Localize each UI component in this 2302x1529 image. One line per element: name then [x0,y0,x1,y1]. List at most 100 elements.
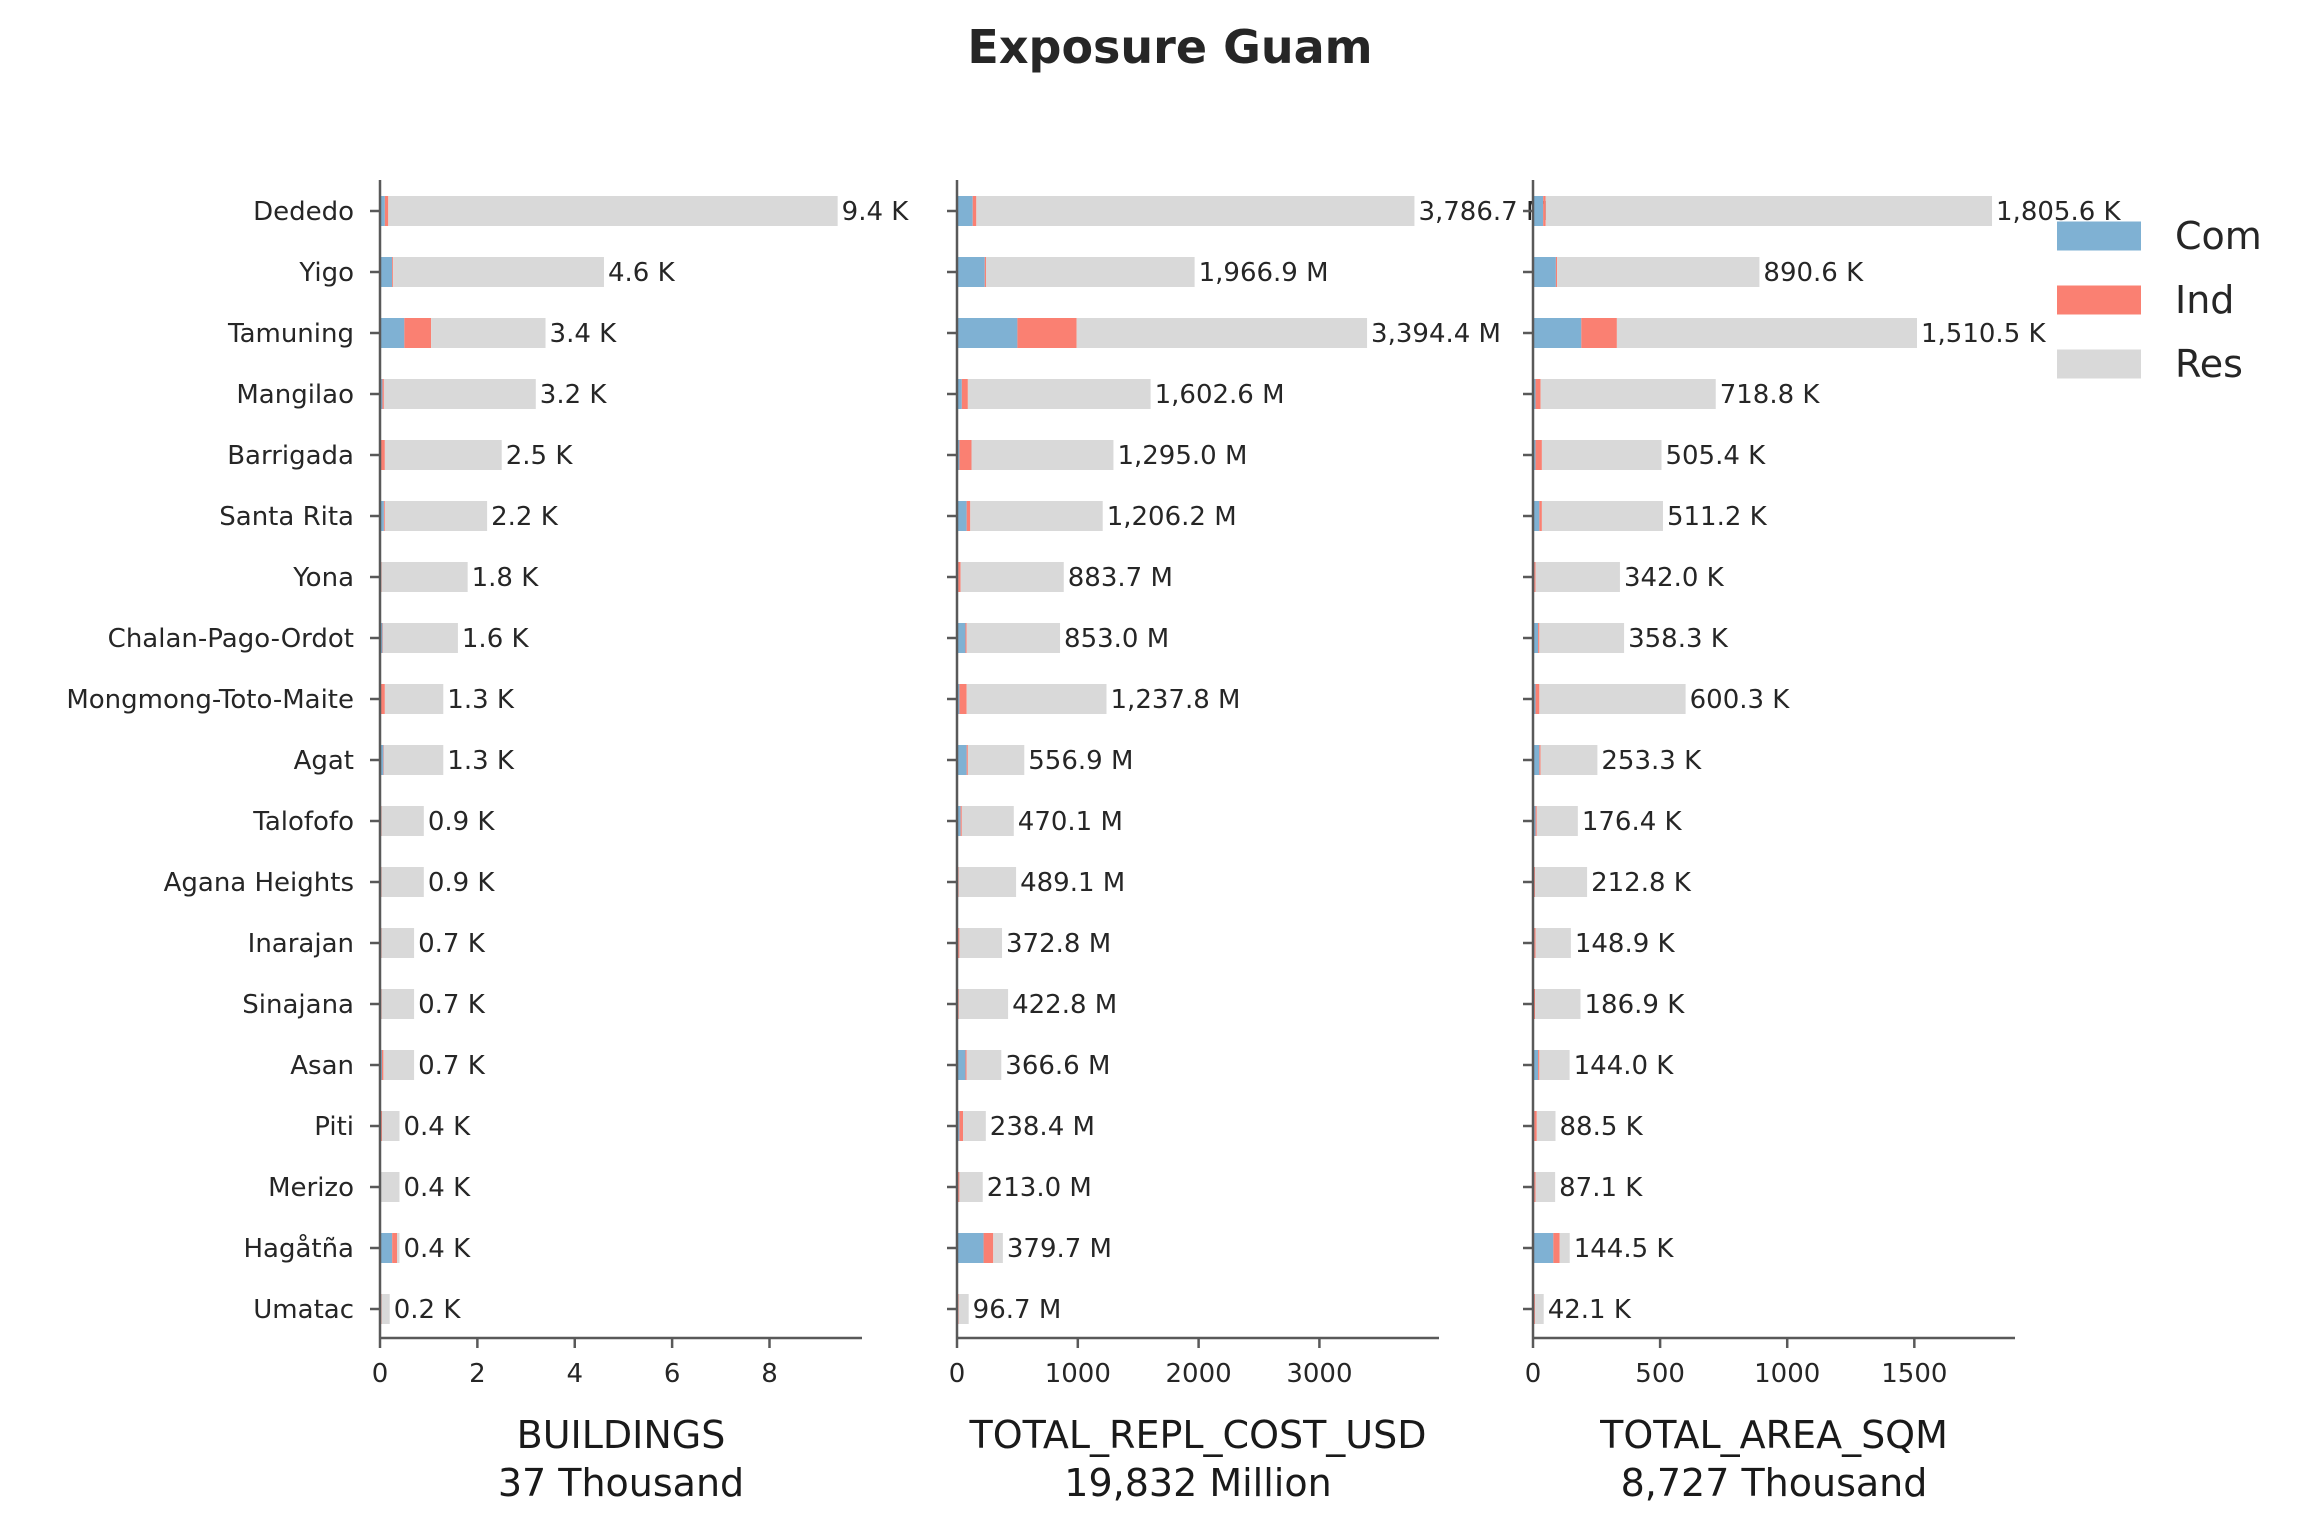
bar-com-3-8 [1533,623,1539,653]
x-tick-label: 3000 [1286,1359,1352,1389]
data-label: 238.4 M [990,1112,1095,1142]
bar-res-2-19 [958,1294,969,1324]
bar-res-2-13 [959,928,1003,958]
data-label: 0.4 K [403,1112,471,1142]
data-label: 87.1 K [1559,1173,1643,1203]
data-label: 1,295.0 M [1117,441,1247,471]
data-label: 212.8 K [1591,868,1692,898]
data-label: 505.4 K [1665,441,1766,471]
panel-1: 9.4 K Dededo 4.6 K Yigo 3.4 K Tamuning 3.2 K Ma… [66,180,909,1505]
bar-ind-2-19 [958,1294,959,1324]
bar-com-3-18 [1533,1233,1554,1263]
bar-ind-2-11 [960,806,962,836]
bar-res-2-16 [963,1111,986,1141]
bar-res-1-12 [381,867,424,897]
category-label: Agat [294,746,354,776]
data-label: 3.2 K [540,380,608,410]
x-axis-total: 19,832 Million [1064,1461,1331,1505]
x-tick-label: 8 [761,1359,778,1389]
legend-swatch-com [2057,221,2141,251]
data-label: 144.0 K [1574,1051,1675,1081]
category-label: Sinajana [242,990,354,1020]
bar-ind-1-16 [380,1111,382,1141]
x-axis-label: TOTAL_REPL_COST_USD [968,1413,1426,1457]
bar-ind-2-3 [1017,318,1077,348]
bar-res-3-14 [1535,989,1581,1019]
data-label: 253.3 K [1601,746,1702,776]
data-label: 1,602.6 M [1155,380,1285,410]
data-label: 1,510.5 K [1921,319,2047,349]
legend: Com Ind Res [2057,214,2262,386]
category-label: Inarajan [248,929,354,959]
data-label: 511.2 K [1667,502,1768,532]
data-label: 2.2 K [491,502,559,532]
chart-title: Exposure Guam [967,20,1372,74]
data-label: 0.9 K [428,868,496,898]
bar-res-1-8 [382,623,458,653]
x-axis-total: 37 Thousand [498,1461,744,1505]
bar-res-3-4 [1540,379,1716,409]
legend-label-ind: Ind [2175,278,2234,322]
bar-ind-1-1 [384,196,389,226]
category-label: Tamuning [227,319,354,349]
bar-res-2-3 [1076,318,1368,348]
bar-ind-3-7 [1534,562,1536,592]
bar-res-1-6 [384,501,488,531]
data-label: 0.2 K [394,1295,462,1325]
bar-ind-2-5 [959,440,972,470]
data-label: 2.5 K [506,441,574,471]
data-label: 1,206.2 M [1107,502,1237,532]
bar-com-1-18 [380,1233,393,1263]
bar-ind-3-3 [1581,318,1617,348]
data-label: 556.9 M [1028,746,1133,776]
data-label: 1,237.8 M [1111,685,1241,715]
bar-res-3-6 [1541,501,1663,531]
data-label: 489.1 M [1020,868,1125,898]
bar-com-2-8 [957,623,966,653]
bar-res-1-16 [381,1111,400,1141]
bar-res-1-15 [383,1050,415,1080]
panel-2: 3,786.7 M1,966.9 M3,394.4 M1,602.6 M1,29… [947,180,1548,1505]
bar-res-1-18 [397,1233,400,1263]
bar-res-3-16 [1536,1111,1556,1141]
bar-ind-2-8 [965,623,967,653]
category-label: Agana Heights [164,868,354,898]
bar-ind-2-17 [958,1172,960,1202]
bar-ind-1-2 [392,257,394,287]
bar-com-3-5 [1533,440,1536,470]
x-axis-label: TOTAL_AREA_SQM [1599,1413,1948,1457]
bar-com-1-1 [380,196,385,226]
bar-ind-3-2 [1555,257,1558,287]
data-label: 88.5 K [1560,1112,1644,1142]
data-label: 470.1 M [1018,807,1123,837]
bar-ind-3-5 [1535,440,1542,470]
x-tick-label: 4 [566,1359,583,1389]
bar-com-2-3 [957,318,1018,348]
bar-res-2-4 [967,379,1151,409]
bar-ind-3-15 [1538,1050,1540,1080]
bar-com-3-4 [1533,379,1536,409]
bar-res-3-15 [1539,1050,1570,1080]
bar-ind-2-16 [959,1111,964,1141]
bar-ind-1-3 [404,318,432,348]
bar-ind-2-10 [966,745,968,775]
data-label: 0.7 K [418,990,486,1020]
data-label: 718.8 K [1720,380,1821,410]
bar-com-3-11 [1533,806,1536,836]
data-label: 600.3 K [1690,685,1791,715]
bar-com-1-3 [380,318,405,348]
data-label: 213.0 M [987,1173,1092,1203]
bar-res-2-7 [960,562,1064,592]
bar-res-3-11 [1536,806,1578,836]
category-label: Merizo [268,1173,354,1203]
x-tick-label: 2 [469,1359,486,1389]
bar-ind-3-11 [1535,806,1537,836]
bar-res-3-17 [1535,1172,1556,1202]
legend-swatch-ind [2057,285,2141,315]
bar-res-1-1 [388,196,838,226]
bar-ind-1-15 [381,1050,384,1080]
bar-com-3-3 [1533,318,1582,348]
bar-com-2-15 [957,1050,966,1080]
data-label: 96.7 M [973,1295,1062,1325]
